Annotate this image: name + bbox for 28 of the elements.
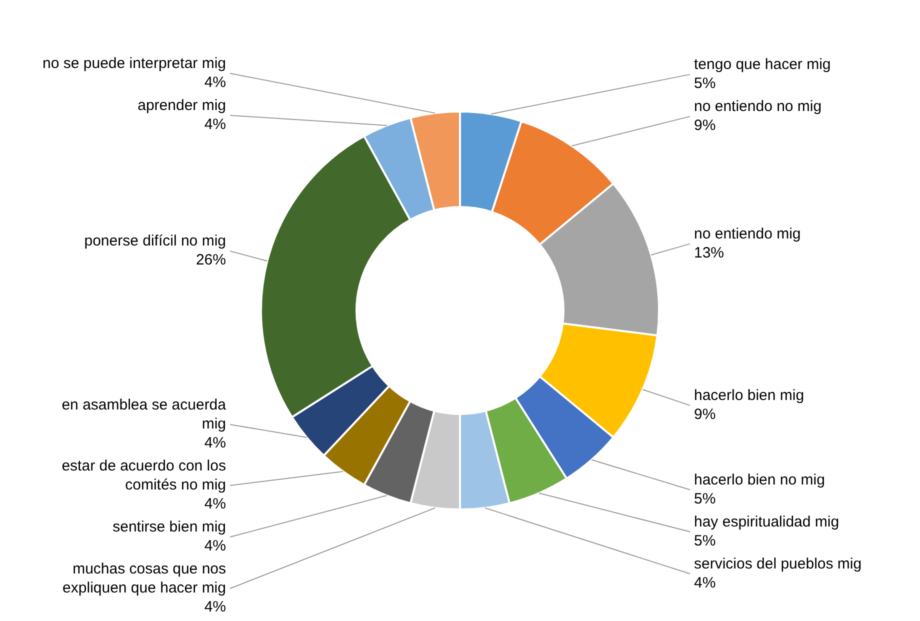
data-label: 5% (694, 490, 716, 508)
data-label: 4% (204, 116, 226, 134)
slice-label: estar de acuerdo con los comités no mig (62, 458, 226, 494)
data-label: 9% (694, 117, 716, 134)
slice-label: no se puede interpretar mig (42, 55, 226, 72)
data-label: 26% (196, 252, 226, 269)
data-label: 4% (204, 598, 226, 616)
slice-label: no entiendo no mig (694, 98, 822, 116)
data-label: 4% (694, 574, 716, 592)
slice-label: sentirse bien mig (112, 518, 226, 536)
data-label: 4% (204, 74, 226, 92)
data-label: 4% (204, 434, 226, 452)
data-label: 4% (204, 496, 226, 513)
data-label: 13% (694, 244, 724, 262)
slice-label: servicios del pueblos mig (694, 555, 862, 572)
slice-label: muchas cosas que nos expliquen que hacer mig (62, 560, 226, 597)
slice-label: en asamblea se acuerda mig (62, 396, 227, 433)
data-label: 5% (694, 532, 716, 550)
slice-label: hacerlo bien no mig (694, 471, 825, 488)
data-label: 9% (694, 406, 716, 424)
data-label: 4% (204, 538, 226, 555)
slice-label: aprender mig (138, 97, 226, 114)
slice-label: tengo que hacer mig (694, 56, 831, 74)
slice-label: hay espiritualidad mig (694, 513, 840, 530)
slice-label: hacerlo bien mig (694, 387, 804, 404)
slice-label: ponerse difícil no mig (84, 232, 226, 250)
data-label: 5% (694, 75, 716, 92)
slice-label: no entiendo mig (694, 225, 801, 242)
